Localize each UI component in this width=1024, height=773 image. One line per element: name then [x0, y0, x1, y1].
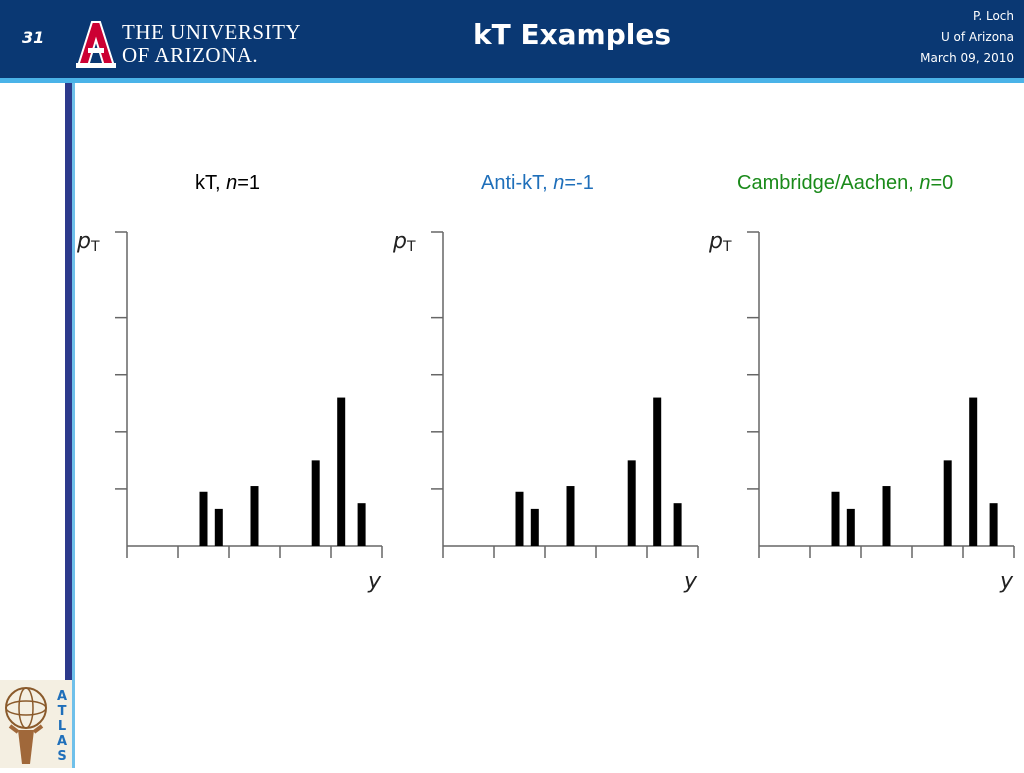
chart-title-cambridge-aachen: Cambridge/Aachen, n=0	[737, 172, 954, 194]
atlas-figure-icon	[5, 687, 47, 764]
bar	[673, 503, 682, 546]
slide-title: kT Examples	[472, 18, 672, 51]
bar	[627, 460, 636, 546]
bar	[311, 460, 320, 546]
bar	[943, 460, 952, 546]
bar	[846, 508, 855, 546]
bar	[653, 397, 662, 546]
author: P. Loch	[972, 9, 1014, 23]
university-line-2: OF ARIZONA.	[122, 43, 259, 67]
affiliation: U of Arizona	[940, 30, 1014, 44]
cambridge-aachen-chart: pT y	[708, 229, 1015, 594]
chart-title-antikt: Anti-kT, n=-1	[481, 172, 594, 194]
bar	[882, 486, 891, 546]
bar	[214, 508, 223, 546]
left-accent-bar-light	[72, 83, 75, 768]
bar	[250, 486, 259, 546]
slide-number: 31	[22, 28, 45, 47]
header-accent-line	[0, 78, 1024, 83]
bar	[969, 397, 978, 546]
x-axis-label: y	[999, 569, 1014, 594]
bar	[989, 503, 998, 546]
left-accent-bar	[65, 83, 72, 768]
bar	[199, 491, 208, 546]
bar	[530, 508, 539, 546]
bar	[337, 397, 346, 546]
y-axis-label: pT	[392, 229, 416, 255]
y-axis-label: pT	[76, 229, 100, 255]
bar	[831, 491, 840, 546]
university-line-1: THE UNIVERSITY	[122, 20, 302, 44]
slide-header: 31 THE UNIVERSITY OF ARIZONA. kT Example…	[0, 0, 1024, 78]
x-axis-label: y	[683, 569, 698, 594]
bar	[357, 503, 366, 546]
university-name: THE UNIVERSITY OF ARIZONA.	[122, 22, 301, 66]
antikt-chart: pT y	[392, 229, 699, 594]
x-axis-label: y	[367, 569, 382, 594]
bar	[515, 491, 524, 546]
bar	[566, 486, 575, 546]
university-a-logo-icon	[76, 21, 116, 68]
slide-meta: P. Loch U of Arizona March 09, 2010	[920, 6, 1014, 69]
y-axis-label: pT	[708, 229, 732, 255]
chart-title-kt: kT, n=1	[195, 172, 261, 194]
kt-chart: pT y	[76, 229, 383, 594]
date: March 09, 2010	[920, 51, 1014, 65]
